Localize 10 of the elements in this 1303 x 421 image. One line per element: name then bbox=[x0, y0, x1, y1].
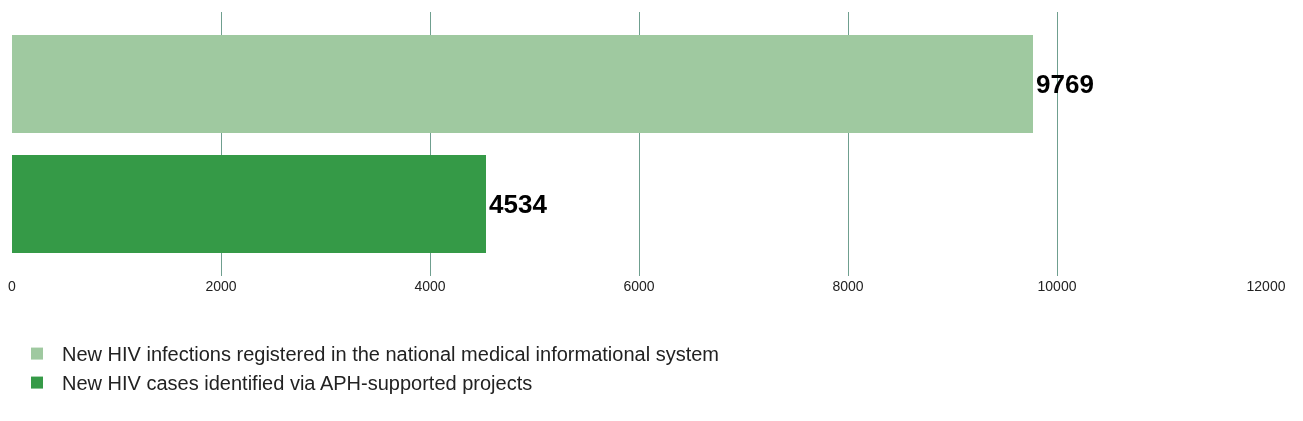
data-label: 4534 bbox=[489, 189, 548, 219]
legend-label: New HIV infections registered in the national medical informational system bbox=[62, 343, 719, 366]
x-tick-label: 0 bbox=[8, 278, 17, 294]
x-tick-label: 8000 bbox=[832, 278, 864, 294]
x-tick-label: 4000 bbox=[414, 278, 446, 294]
x-tick-label: 2000 bbox=[205, 278, 237, 294]
legend-label: New HIV cases identified via APH-supported projects bbox=[62, 372, 533, 395]
x-tick-label: 10000 bbox=[1037, 278, 1077, 294]
x-tick-label: 6000 bbox=[623, 278, 655, 294]
x-tick-label: 12000 bbox=[1246, 278, 1286, 294]
